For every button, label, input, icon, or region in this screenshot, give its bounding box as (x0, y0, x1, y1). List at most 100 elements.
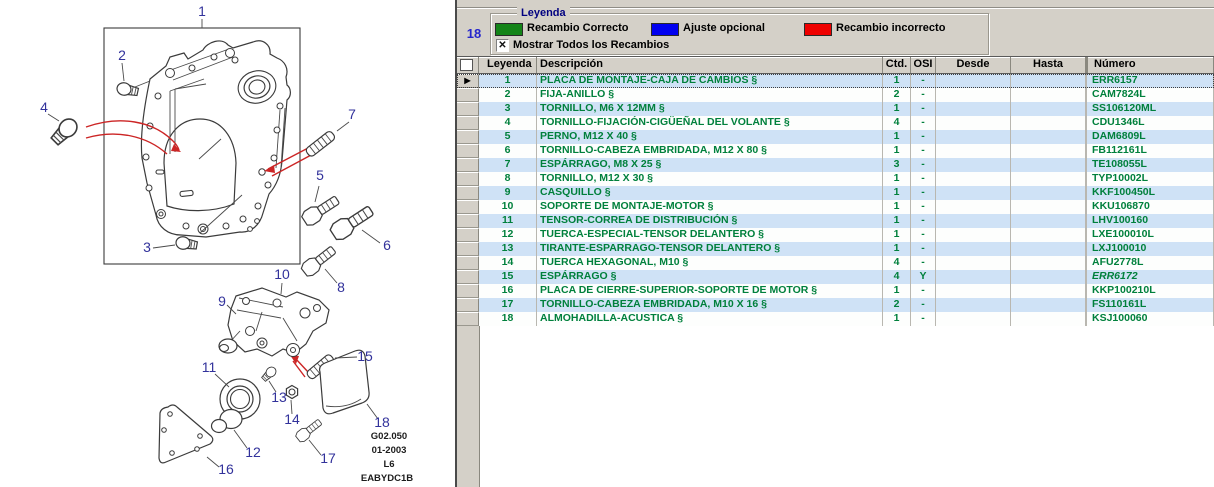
legend-bar: 18 Leyenda Recambio Correcto Ajuste opci… (457, 7, 1214, 57)
table-cell (936, 242, 1011, 256)
header-desde[interactable]: Desde (936, 57, 1011, 73)
table-cell: 1 (883, 312, 911, 326)
table-row[interactable]: 2 FIJA-ANILLO § 2- CAM7824L (457, 88, 1214, 102)
callout-15: 15 (357, 348, 373, 364)
legend-title: Leyenda (517, 7, 570, 19)
table-cell (1011, 228, 1086, 242)
table-row[interactable]: 7 ESPÁRRAGO, M8 X 25 § 3- TE108055L (457, 158, 1214, 172)
table-cell: - (911, 158, 936, 172)
table-cell: - (911, 298, 936, 312)
checkbox-check-icon: ✕ (498, 40, 507, 51)
table-row[interactable]: 18 ALMOHADILLA-ACUSTICA § 1- KSJ100060 (457, 312, 1214, 326)
parts-grid: Leyenda Descripción Ctd. OSI Desde Hasta… (457, 56, 1214, 487)
figure-rev: L6 (383, 459, 394, 470)
header-numero[interactable]: Número (1086, 57, 1214, 73)
table-cell (936, 130, 1011, 144)
table-cell (936, 312, 1011, 326)
figure-date: 01-2003 (372, 445, 407, 456)
table-cell: DAM6809L (1086, 130, 1214, 144)
table-cell: KKF100450L (1086, 186, 1214, 200)
table-cell: 5 (479, 130, 537, 144)
table-cell: 1 (883, 284, 911, 298)
header-hasta[interactable]: Hasta (1011, 57, 1086, 73)
table-row[interactable]: 9 CASQUILLO § 1- KKF100450L (457, 186, 1214, 200)
table-cell: TYP10002L (1086, 172, 1214, 186)
select-all-header[interactable] (457, 57, 479, 73)
table-cell: 1 (883, 186, 911, 200)
table-row[interactable]: 13 TIRANTE-ESPARRAGO-TENSOR DELANTERO § 1-… (457, 242, 1214, 256)
table-row[interactable]: 12 TUERCA-ESPECIAL-TENSOR DELANTERO § 1- LX… (457, 228, 1214, 242)
legend-label-correct: Recambio Correcto (527, 22, 629, 34)
callout-2: 2 (118, 47, 126, 63)
table-cell: TUERCA-ESPECIAL-TENSOR DELANTERO § (537, 228, 883, 242)
table-cell (936, 116, 1011, 130)
legend-label-incorrect: Recambio incorrecto (836, 22, 946, 34)
table-row[interactable]: 3 TORNILLO, M6 X 12MM § 1- SS106120ML (457, 102, 1214, 116)
table-row[interactable]: 6 TORNILLO-CABEZA EMBRIDADA, M12 X 80 § 1-… (457, 144, 1214, 158)
callout-12: 12 (245, 444, 261, 460)
table-cell (936, 186, 1011, 200)
legend-label-optional: Ajuste opcional (683, 22, 765, 34)
table-cell: - (911, 74, 936, 88)
table-row[interactable]: 17 TORNILLO-CABEZA EMBRIDADA, M10 X 16 § 2… (457, 298, 1214, 312)
table-cell: SS106120ML (1086, 102, 1214, 116)
table-row[interactable]: 14 TUERCA HEXAGONAL, M10 § 4- AFU2778L (457, 256, 1214, 270)
table-cell: TE108055L (1086, 158, 1214, 172)
table-cell: TORNILLO-CABEZA EMBRIDADA, M12 X 80 § (537, 144, 883, 158)
table-cell: LXE100010L (1086, 228, 1214, 242)
row-selector-cell (457, 130, 479, 144)
table-cell: 2 (479, 88, 537, 102)
table-cell: TORNILLO, M6 X 12MM § (537, 102, 883, 116)
table-row[interactable]: 10 SOPORTE DE MONTAJE-MOTOR § 1- KKU106870 (457, 200, 1214, 214)
table-cell: ERR6157 (1086, 74, 1214, 88)
table-row[interactable]: 15 ESPÁRRAGO § 4 Y ERR6172 (457, 270, 1214, 284)
table-cell: - (911, 130, 936, 144)
header-osi[interactable]: OSI (911, 57, 936, 73)
callout-14: 14 (284, 411, 300, 427)
callout-13: 13 (271, 389, 287, 405)
table-cell: 1 (883, 172, 911, 186)
table-cell: 2 (883, 298, 911, 312)
table-cell: 1 (883, 228, 911, 242)
table-cell: TENSOR-CORREA DE DISTRIBUCIÓN § (537, 214, 883, 228)
header-leyenda[interactable]: Leyenda (479, 57, 537, 73)
table-cell: 1 (883, 144, 911, 158)
table-row[interactable]: 5 PERNO, M12 X 40 § 1- DAM6809L (457, 130, 1214, 144)
row-selector-cell (457, 228, 479, 242)
table-cell: TUERCA HEXAGONAL, M10 § (537, 256, 883, 270)
table-cell: - (911, 88, 936, 102)
table-cell (1011, 270, 1086, 284)
show-all-label: Mostrar Todos los Recambios (513, 39, 670, 51)
mount-bracket-drawing (218, 287, 330, 357)
header-descripcion[interactable]: Descripción (537, 57, 883, 73)
table-cell (936, 172, 1011, 186)
diagram-panel: 1 2 3 4 5 6 7 8 9 10 11 12 13 14 15 16 1… (0, 0, 455, 487)
table-cell: 1 (883, 102, 911, 116)
top-strip (457, 0, 1214, 8)
table-cell: 15 (479, 270, 537, 284)
table-cell: TIRANTE-ESPARRAGO-TENSOR DELANTERO § (537, 242, 883, 256)
table-row[interactable]: 11 TENSOR-CORREA DE DISTRIBUCIÓN § 1- LHV10… (457, 214, 1214, 228)
table-cell: - (911, 284, 936, 298)
header-ctd[interactable]: Ctd. (883, 57, 911, 73)
table-cell: 1 (883, 74, 911, 88)
table-row[interactable]: ▶ 1 PLACA DE MONTAJE-CAJA DE CAMBIOS § 1- ER… (457, 74, 1214, 88)
table-cell: - (911, 242, 936, 256)
table-cell (936, 270, 1011, 284)
swatch-incorrect (804, 23, 832, 36)
table-row[interactable]: 8 TORNILLO, M12 X 30 § 1- TYP10002L (457, 172, 1214, 186)
row-selector-cell (457, 214, 479, 228)
table-cell: 6 (479, 144, 537, 158)
table-cell: 17 (479, 298, 537, 312)
select-all-box-icon (460, 59, 473, 71)
callout-17: 17 (320, 450, 336, 466)
table-cell: 3 (883, 158, 911, 172)
show-all-checkbox[interactable]: ✕ (496, 39, 509, 52)
row-selector-cell (457, 256, 479, 270)
callout-leader-lines (47, 19, 381, 468)
table-row[interactable]: 4 TORNILLO-FIJACIÓN-CIGÜEÑAL DEL VOLANTE … (457, 116, 1214, 130)
table-cell: 1 (883, 200, 911, 214)
table-row[interactable]: 16 PLACA DE CIERRE-SUPERIOR-SOPORTE DE MO… (457, 284, 1214, 298)
table-cell: - (911, 312, 936, 326)
